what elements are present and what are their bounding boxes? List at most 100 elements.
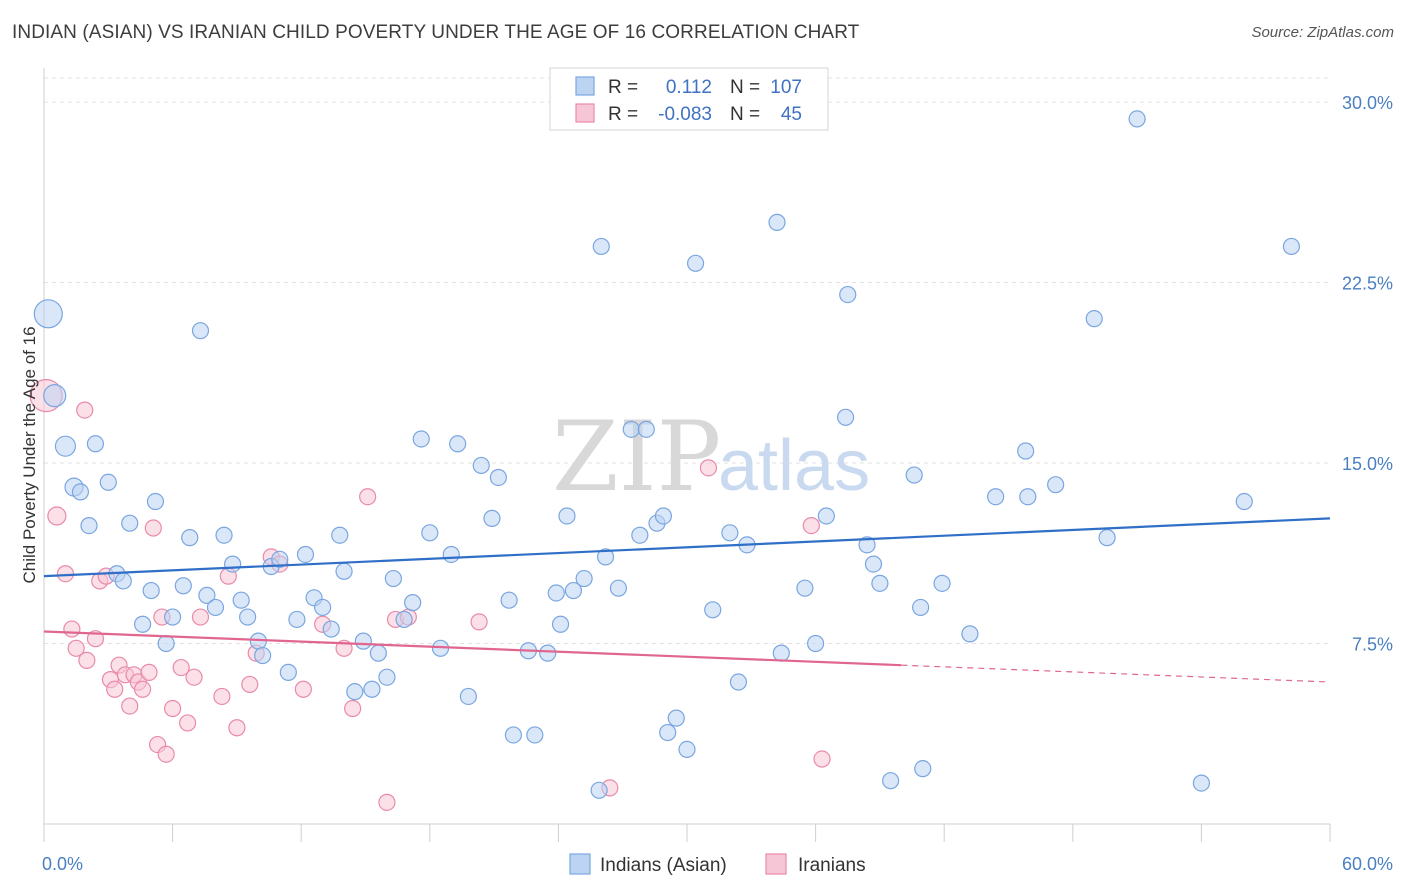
bottom-swatch-iranian <box>765 853 787 875</box>
indian-point-7 <box>99 473 117 491</box>
indian-point-22 <box>224 555 242 573</box>
indian-point-45 <box>412 430 430 448</box>
iranian-point-38 <box>344 699 362 718</box>
indian-point-90 <box>871 574 889 592</box>
indian-point-38 <box>354 632 372 650</box>
indian-point-63 <box>575 569 593 588</box>
iranian-point-40 <box>378 793 396 811</box>
indian-point-60 <box>551 615 570 633</box>
chart-title: INDIAN (ASIAN) VS IRANIAN CHILD POVERTY … <box>12 22 860 43</box>
indian-point-91 <box>882 772 900 790</box>
indian-point-104 <box>1192 774 1211 792</box>
legend: R = 0.112 N = 107 R = -0.083 N = 45 <box>549 67 829 131</box>
indian-point-79 <box>729 673 748 691</box>
iranian-trend-line <box>43 630 902 667</box>
x-tick-label-0: 0.0% <box>42 854 83 874</box>
legend-r-value-indian: 0.112 <box>666 77 712 98</box>
indian-point-88 <box>858 536 876 554</box>
bottom-swatch-indian <box>569 853 591 875</box>
iranian-trend-extension <box>901 664 1331 683</box>
bottom-legend: Indians (Asian) Iranians <box>569 853 866 876</box>
indian-point-4 <box>71 483 90 501</box>
legend-r-label-indian: R = <box>608 77 638 98</box>
bottom-legend-iranian: Iranians <box>798 855 866 876</box>
iranian-point-22 <box>157 745 175 763</box>
legend-n-value-indian: 107 <box>770 77 802 98</box>
legend-n-label-iranian: N = <box>730 104 760 125</box>
indian-point-11 <box>133 615 152 633</box>
indian-point-10 <box>121 514 139 532</box>
indian-point-20 <box>206 598 225 617</box>
indian-point-24 <box>239 608 257 626</box>
indian-point-54 <box>500 591 518 609</box>
indian-point-70 <box>637 420 655 438</box>
iranian-point-14 <box>121 697 139 715</box>
indian-trend-line <box>43 517 1331 578</box>
indian-point-61 <box>558 507 576 525</box>
iranian-point-11 <box>106 680 124 698</box>
indian-point-64 <box>590 781 608 799</box>
indian-point-48 <box>442 545 460 564</box>
iranian-point-25 <box>179 714 197 732</box>
indian-point-55 <box>504 726 522 744</box>
y-tick-label-1: 15.0% <box>1342 454 1393 474</box>
indian-point-1 <box>43 384 67 408</box>
indian-point-72 <box>654 507 673 525</box>
indian-point-41 <box>378 668 396 686</box>
indian-point-74 <box>667 709 685 727</box>
indian-point-89 <box>864 555 883 573</box>
indian-point-33 <box>314 598 332 617</box>
indian-point-5 <box>80 516 98 535</box>
iranian-point-31 <box>241 675 259 694</box>
indian-point-73 <box>659 723 677 742</box>
legend-r-value-iranian: -0.083 <box>658 104 712 125</box>
indian-point-83 <box>796 579 814 597</box>
indian-point-21 <box>215 526 233 544</box>
indian-point-39 <box>363 680 381 698</box>
indian-point-93 <box>912 598 930 617</box>
indian-point-103 <box>1128 110 1146 128</box>
iranian-point-35 <box>294 680 312 698</box>
indian-point-42 <box>384 569 402 588</box>
indian-point-37 <box>346 683 364 701</box>
iranian-point-2 <box>56 565 75 583</box>
bottom-legend-indian: Indians (Asian) <box>600 855 727 876</box>
indian-point-0 <box>33 299 63 329</box>
indian-point-40 <box>369 644 387 662</box>
indian-point-51 <box>472 456 490 475</box>
indian-point-67 <box>609 579 628 597</box>
indian-point-87 <box>839 285 857 304</box>
iranian-point-23 <box>164 699 182 718</box>
indian-point-102 <box>1098 529 1116 547</box>
iranian-point-26 <box>185 668 203 686</box>
iranian-point-46 <box>802 516 820 535</box>
indian-point-68 <box>622 420 640 438</box>
iranian-point-17 <box>133 680 152 698</box>
indian-point-84 <box>806 634 825 653</box>
iranian-point-30 <box>228 719 246 737</box>
indian-point-62 <box>564 581 583 600</box>
indian-point-81 <box>768 213 786 231</box>
iranian-point-24 <box>172 658 190 677</box>
axes <box>43 68 1331 842</box>
x-tick-labels: 0.0% 60.0% <box>42 854 1393 874</box>
indian-point-34 <box>322 620 340 638</box>
iranian-point-45 <box>699 459 718 477</box>
watermark-zip: ZIP <box>552 401 721 513</box>
indian-point-31 <box>296 545 315 564</box>
indian-point-100 <box>1047 476 1065 494</box>
indian-point-28 <box>271 550 289 568</box>
indian-point-30 <box>288 610 306 629</box>
indian-point-53 <box>489 468 507 487</box>
indian-point-69 <box>631 526 649 544</box>
source-label: Source: ZipAtlas.com <box>1251 24 1394 41</box>
indian-point-94 <box>914 760 932 778</box>
indian-point-82 <box>772 644 790 662</box>
iranian-point-6 <box>78 651 96 669</box>
indian-point-13 <box>146 492 165 511</box>
indian-point-26 <box>254 646 272 665</box>
indian-point-77 <box>704 601 722 619</box>
indian-point-12 <box>142 581 160 600</box>
indian-point-49 <box>449 435 467 453</box>
